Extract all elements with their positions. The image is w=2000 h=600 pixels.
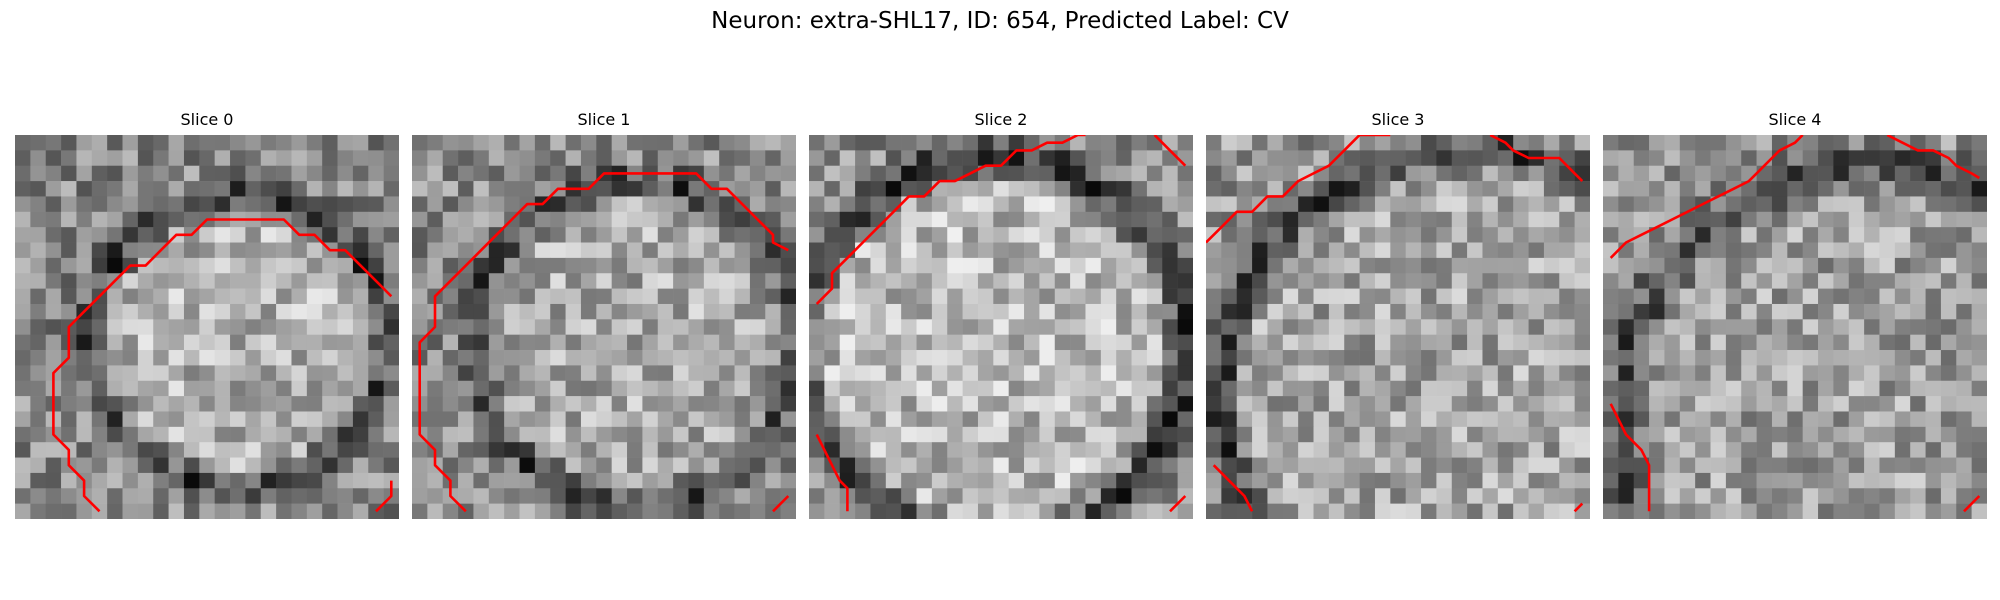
slice-3-svg (1206, 135, 1590, 519)
contour-line (1212, 464, 1254, 512)
figure-title: Neuron: extra-SHL17, ID: 654, Predicted … (711, 8, 1289, 34)
contour-line (375, 480, 393, 513)
contour-line (1609, 135, 1804, 259)
slice-1-svg (412, 135, 796, 519)
contour-line (1153, 135, 1187, 167)
contour-line (815, 135, 1086, 305)
slice-2-title: Slice 2 (974, 110, 1028, 129)
contour-line (772, 495, 790, 513)
slice-4-image (1603, 135, 1987, 519)
contour-line (1489, 135, 1584, 183)
slice-1-image (412, 135, 796, 519)
contour-line (1206, 135, 1391, 244)
slice-2-svg (809, 135, 1193, 519)
contour-line (418, 172, 789, 513)
contour-line (1609, 403, 1651, 512)
contour-line (1963, 495, 1981, 513)
contour-line (1886, 135, 1980, 180)
slice-0-svg (15, 135, 399, 519)
contour-line (815, 433, 849, 512)
contour-line (1169, 495, 1187, 513)
slice-3-title: Slice 3 (1371, 110, 1425, 129)
contour-line (52, 218, 393, 513)
contour-line (1573, 502, 1584, 513)
slice-0-title: Slice 0 (180, 110, 234, 129)
slice-1-title: Slice 1 (577, 110, 631, 129)
slice-4-svg (1603, 135, 1987, 519)
slice-3-image (1206, 135, 1590, 519)
slice-0-image (15, 135, 399, 519)
slice-2-image (809, 135, 1193, 519)
slice-4-title: Slice 4 (1768, 110, 1822, 129)
